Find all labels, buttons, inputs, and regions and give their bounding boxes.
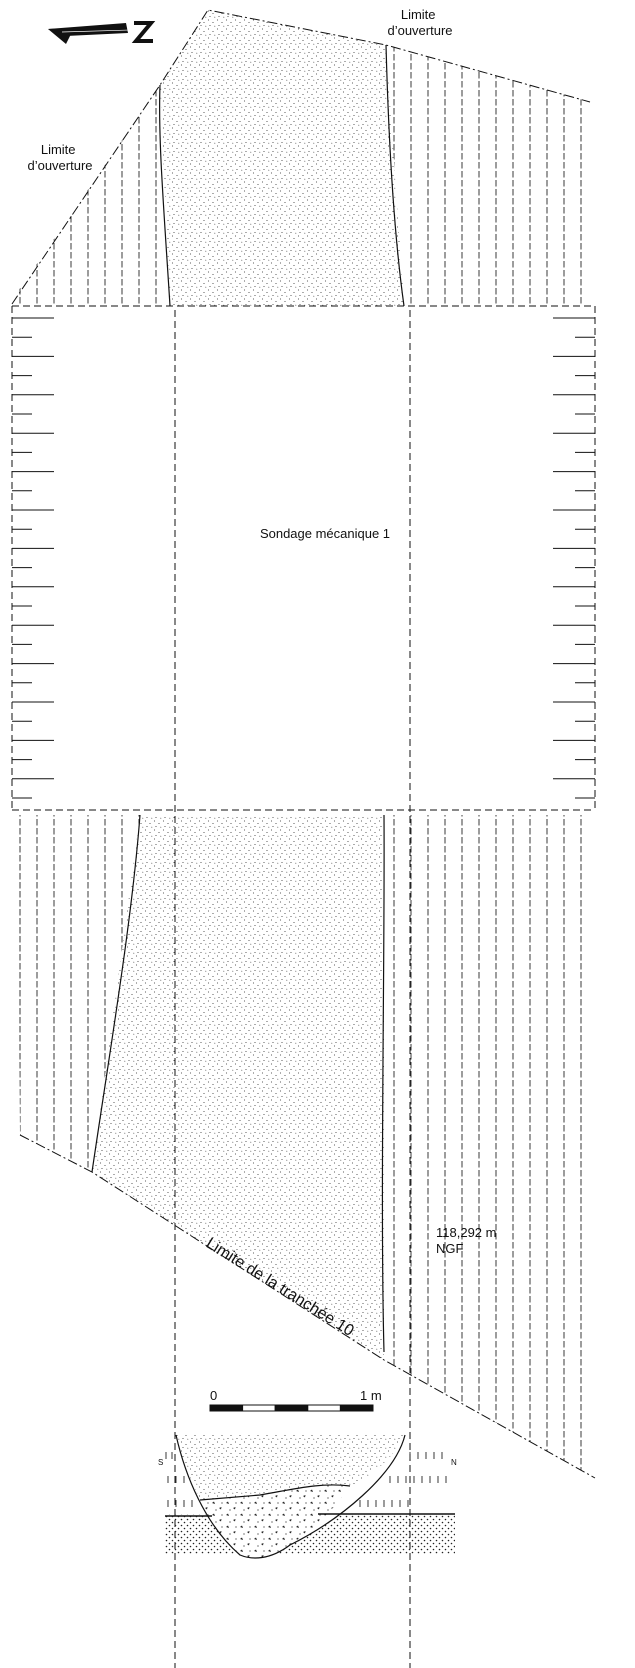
upper-fill-edge-left (159, 84, 171, 307)
upper-hatch-right (386, 45, 590, 306)
trench-limit-line (19, 1134, 596, 1479)
upper-hatch-left (12, 85, 162, 306)
upper-opening (11, 9, 595, 307)
opening-limit-label-right: Limite d’ouverture (387, 7, 452, 38)
lower-fill-edge-right (381, 814, 385, 1353)
section-south-label: S (158, 1458, 163, 1467)
opening-limit-line (11, 9, 591, 305)
lower-fill-edge-left (91, 814, 141, 1173)
lower-trench (18, 814, 596, 1479)
upper-fill-dotted (160, 10, 404, 306)
sondage-pit (11, 306, 596, 1668)
lower-fill-dotted (92, 815, 384, 1360)
section-hatch-left (165, 1452, 193, 1507)
section-north-label: N (451, 1458, 457, 1467)
scale-start-label: 0 (210, 1388, 217, 1403)
scale-segment (339, 1404, 374, 1412)
section-pit-outline (175, 1434, 406, 1559)
section-lower-fill (200, 1484, 350, 1558)
lower-hatch-right (384, 815, 595, 1478)
slope-ticks-left (12, 317, 54, 799)
section-hatch-right (359, 1452, 447, 1507)
scale-segment (307, 1404, 341, 1412)
opening-limit-label-left: Limite d’ouverture (27, 142, 92, 173)
scale-bar-segments (209, 1404, 374, 1412)
north-arrow-icon (48, 21, 156, 44)
section-substrate-line (165, 1513, 455, 1517)
scale-segment (242, 1404, 276, 1412)
scale-segment (209, 1404, 244, 1412)
cross-section (165, 1434, 455, 1559)
scale-bar: 0 1 m (209, 1388, 382, 1412)
scale-end-label: 1 m (360, 1388, 382, 1403)
lower-hatch-left (18, 815, 140, 1172)
altitude-label: 118,292 m NGF (436, 1225, 500, 1256)
section-upper-fill (176, 1435, 405, 1500)
section-layer-boundary (199, 1484, 351, 1501)
scale-segment (274, 1404, 309, 1412)
slope-ticks-right (553, 317, 595, 799)
sondage-label: Sondage mécanique 1 (260, 526, 390, 541)
upper-fill-edge-right (385, 44, 405, 307)
